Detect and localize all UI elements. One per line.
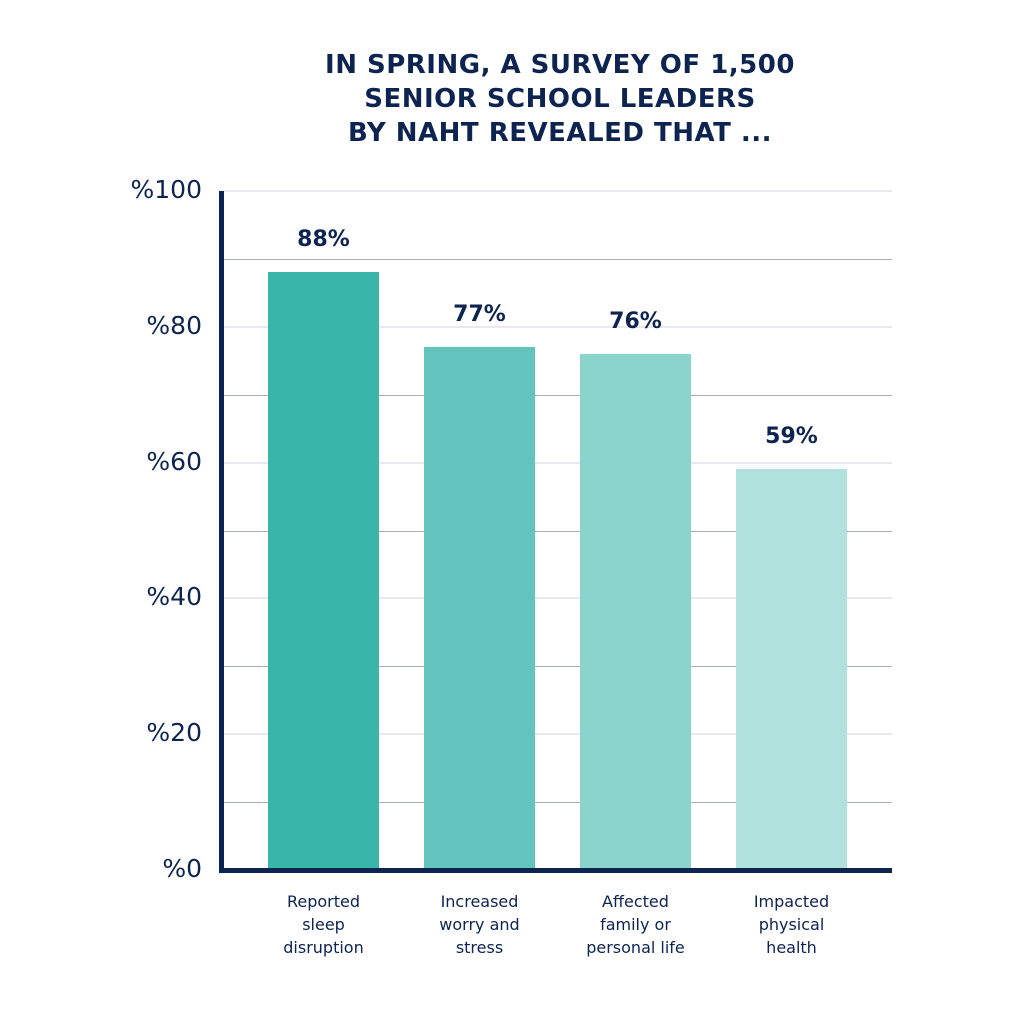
x-category-label-line: personal life xyxy=(586,938,685,957)
x-category-label-line: Impacted xyxy=(753,892,830,911)
x-category-label-line: worry and xyxy=(439,915,520,934)
y-tick-label: %0 xyxy=(162,854,202,883)
bar-value-label: 59% xyxy=(765,424,818,450)
x-category-label-line: Reported xyxy=(286,892,361,911)
x-category-label-line: health xyxy=(766,938,817,957)
bar-value-label: 77% xyxy=(453,302,506,328)
y-tick-label: %40 xyxy=(146,582,202,612)
bar-value-label: 76% xyxy=(609,308,662,334)
gridline-minor xyxy=(224,666,892,668)
chart-title-line-3: BY NAHT REVEALED THAT ... xyxy=(348,118,772,148)
bar xyxy=(580,353,691,870)
gridline-major xyxy=(224,733,892,736)
gridline-minor xyxy=(224,394,892,396)
chart-title-line-2: SENIOR SCHOOL LEADERS xyxy=(364,84,756,114)
x-category-label-line: Increased xyxy=(440,892,519,911)
gridline-major xyxy=(224,325,892,328)
bar xyxy=(424,347,535,870)
gridline-minor xyxy=(224,258,892,260)
gridline-major xyxy=(224,597,892,600)
gridline-minor xyxy=(224,802,892,804)
x-category-label-line: disruption xyxy=(283,938,364,957)
chart-title: IN SPRING, A SURVEY OF 1,500 SENIOR SCHO… xyxy=(240,48,880,150)
x-category-label-line: family or xyxy=(600,915,671,934)
x-category-label-line: stress xyxy=(455,938,504,957)
bar xyxy=(268,272,379,870)
gridline-major xyxy=(224,190,892,192)
x-category-label: Impacted physical health xyxy=(712,890,872,959)
x-category-label-line: physical xyxy=(758,915,825,934)
gridline-major xyxy=(224,461,892,464)
x-category-label: Affected family or personal life xyxy=(556,890,716,959)
y-tick-label: %80 xyxy=(146,310,202,340)
x-category-label: Increased worry and stress xyxy=(400,890,560,959)
x-category-label-line: Affected xyxy=(602,892,669,911)
x-category-label-line: sleep xyxy=(302,915,345,934)
y-tick-label: %100 xyxy=(130,175,202,204)
gridline-minor xyxy=(224,530,892,532)
x-category-label: Reported sleep disruption xyxy=(244,890,404,959)
chart-title-line-1: IN SPRING, A SURVEY OF 1,500 xyxy=(325,50,795,80)
y-axis-line xyxy=(219,191,224,873)
bar xyxy=(736,469,847,870)
y-tick-label: %20 xyxy=(146,718,202,748)
bar-value-label: 88% xyxy=(297,227,350,253)
y-tick-label: %60 xyxy=(146,446,202,476)
x-axis-line xyxy=(219,868,892,873)
